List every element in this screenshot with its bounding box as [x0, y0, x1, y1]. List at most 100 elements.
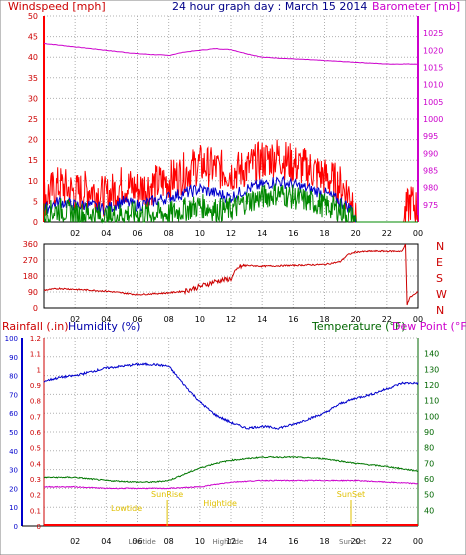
x-tick-label: 08 [164, 229, 174, 238]
rain-tick-label: 1.2 [30, 335, 41, 343]
temperature-tick-label: 140 [424, 350, 439, 359]
x-tick-label: 06 [132, 315, 142, 324]
y-tick-label: 10 [28, 177, 38, 186]
x-tick-label: 06 [132, 537, 142, 546]
humidity-tick-label: 20 [9, 485, 18, 493]
event-bottom-label: HighTide [212, 538, 243, 546]
x-tick-label: 22 [382, 537, 392, 546]
x-tick-label: 02 [70, 537, 80, 546]
x-tick-label: 08 [164, 315, 174, 324]
y-tick-label: 0 [33, 218, 38, 227]
x-tick-label: 14 [257, 537, 267, 546]
x-tick-label: 00 [413, 537, 423, 546]
rain-tick-label: 0 [37, 523, 41, 531]
x-tick-label: 20 [351, 229, 361, 238]
humidity-temperature-panel: 0 0.1 0.2 0.3 0.4 0.5 0.6 0.7 0.8 0.9 1 1.1 1.2 0 10 20… [5, 335, 440, 546]
humidity-tick-label: 50 [9, 429, 18, 437]
humidity-tick-label: 70 [9, 391, 18, 399]
rain-tick-label: 0.1 [30, 507, 41, 515]
wind-gust-series [43, 183, 418, 224]
y-tick-label: 180 [23, 272, 38, 281]
temperature-tick-label: 50 [424, 491, 434, 500]
y-tick-label: 990 [423, 149, 438, 158]
rainfall-axis-title: Rainfall (.in) [2, 320, 69, 333]
rain-tick-label: 0.7 [30, 413, 41, 421]
rain-tick-label: 0.9 [30, 382, 41, 390]
y-tick-label: 50 [28, 12, 38, 21]
temperature-tick-label: 40 [424, 506, 434, 515]
temperature-tick-label: 60 [424, 475, 434, 484]
compass-label: N [436, 304, 444, 317]
y-tick-label: 15 [28, 156, 38, 165]
compass-label: N [436, 240, 444, 253]
rain-tick-label: 0.5 [30, 445, 41, 453]
y-tick-label: 0 [33, 304, 38, 313]
humidity-tick-label: 60 [9, 410, 18, 418]
x-tick-label: 00 [413, 315, 423, 324]
y-tick-label: 975 [423, 201, 438, 210]
event-annotation: SunRise [151, 490, 183, 499]
x-tick-label: 04 [101, 537, 111, 546]
x-tick-label: 00 [413, 229, 423, 238]
x-tick-label: 08 [164, 537, 174, 546]
y-tick-label: 30 [28, 94, 38, 103]
wind-direction-series [43, 243, 419, 306]
y-tick-label: 1005 [423, 98, 443, 107]
humidity-tick-label: 0 [14, 523, 18, 531]
compass-label: S [436, 272, 443, 285]
y-tick-label: 35 [28, 74, 38, 83]
x-tick-label: 10 [195, 229, 205, 238]
rain-tick-label: 0.2 [30, 492, 41, 500]
x-tick-label: 20 [351, 537, 361, 546]
x-tick-label: 04 [101, 229, 111, 238]
x-tick-label: 04 [101, 315, 111, 324]
panel-frame [43, 243, 419, 309]
temperature-tick-label: 80 [424, 444, 434, 453]
temperature-tick-label: 120 [424, 381, 439, 390]
windspeed-series [43, 139, 419, 223]
y-tick-label: 980 [423, 184, 438, 193]
y-tick-label: 5 [33, 197, 38, 206]
x-tick-label: 02 [70, 315, 80, 324]
wind-average-series [43, 175, 418, 223]
compass-label: W [436, 288, 447, 301]
rain-tick-label: 0.3 [30, 476, 41, 484]
x-tick-label: 20 [351, 315, 361, 324]
temperature-axis-title: Temperature (°F) [311, 320, 406, 333]
y-tick-label: 1015 [423, 64, 443, 73]
temperature-tick-label: 90 [424, 428, 434, 437]
humidity-axis-title: Humidity (%) [68, 320, 140, 333]
temperature-tick-label: 100 [424, 412, 439, 421]
temperature-tick-label: 110 [424, 397, 439, 406]
dewpoint-axis-title: Dew Point (°F) [392, 320, 466, 333]
x-tick-label: 16 [288, 229, 298, 238]
graph-title: 24 hour graph day : March 15 2014 [172, 0, 367, 13]
y-tick-label: 40 [28, 53, 38, 62]
humidity-tick-label: 30 [9, 467, 18, 475]
x-tick-label: 22 [382, 315, 392, 324]
x-tick-label: 06 [132, 229, 142, 238]
y-tick-label: 20 [28, 136, 38, 145]
barometer-axis-title: Barometer [mb] [372, 0, 460, 13]
temperature-series [43, 455, 419, 484]
x-tick-label: 02 [70, 229, 80, 238]
rain-tick-label: 0.8 [30, 398, 41, 406]
y-tick-label: 995 [423, 132, 438, 141]
y-tick-label: 985 [423, 167, 438, 176]
rain-tick-label: 0.6 [30, 429, 42, 437]
x-tick-label: 16 [288, 537, 298, 546]
y-tick-label: 1020 [423, 46, 443, 55]
x-tick-label: 18 [319, 537, 329, 546]
rain-tick-label: 0.4 [30, 460, 42, 468]
wind-axis-title: Windspeed [mph] [8, 0, 106, 13]
humidity-tick-label: 90 [9, 354, 18, 362]
rain-tick-label: 1 [37, 366, 41, 374]
x-tick-label: 12 [226, 229, 236, 238]
temperature-tick-label: 70 [424, 459, 434, 468]
x-tick-label: 12 [226, 537, 236, 546]
event-bottom-label: Lowtide [129, 538, 156, 546]
event-bottom-label: Sun Set [339, 538, 366, 546]
humidity-tick-label: 10 [9, 504, 18, 512]
